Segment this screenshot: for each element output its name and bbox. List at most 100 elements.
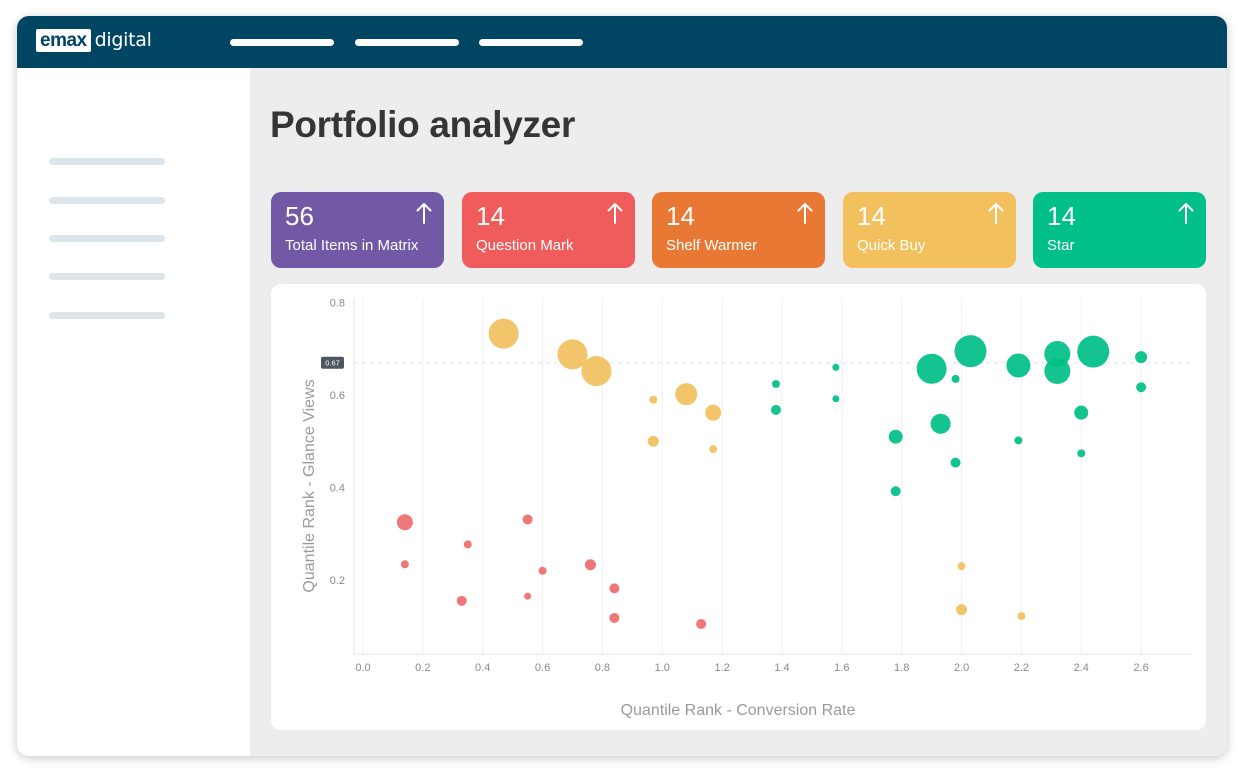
page-title: Portfolio analyzer — [270, 104, 576, 145]
card-label: Total Items in Matrix — [285, 237, 419, 254]
data-point — [647, 435, 659, 447]
data-point — [888, 429, 903, 444]
card-label: Question Mark — [476, 237, 574, 254]
arrow-up-icon — [1178, 203, 1194, 224]
x-tick-label: 0.0 — [355, 662, 370, 674]
x-tick-label: 1.4 — [774, 662, 789, 674]
data-point — [1017, 612, 1026, 621]
nav-item-2[interactable] — [355, 39, 459, 46]
reference-badge — [321, 356, 344, 369]
app-window: emax digital Portfolio analyzer 56 Total… — [17, 16, 1227, 756]
x-tick-label: 1.6 — [834, 662, 849, 674]
data-point — [538, 566, 547, 575]
data-point — [770, 404, 781, 415]
arrow-up-icon — [607, 203, 623, 224]
data-point — [1077, 449, 1086, 458]
data-point — [916, 353, 947, 384]
x-tick-label: 0.8 — [595, 662, 610, 674]
data-point — [950, 457, 961, 468]
data-point — [581, 356, 612, 387]
card-label: Star — [1047, 237, 1075, 254]
nav-item-3[interactable] — [479, 39, 583, 46]
card-count: 56 — [285, 201, 314, 231]
sidebar — [17, 68, 250, 756]
x-axis-title: Quantile Rank - Conversion Rate — [621, 702, 856, 719]
data-point — [649, 395, 658, 404]
y-tick-label: 0.2 — [330, 575, 345, 587]
data-point — [1014, 436, 1023, 445]
data-point — [456, 595, 467, 606]
sidebar-item-1[interactable] — [49, 158, 165, 165]
nav-item-1[interactable] — [230, 39, 334, 46]
x-tick-label: 0.2 — [415, 662, 430, 674]
data-point — [584, 559, 596, 571]
data-point — [951, 374, 960, 383]
arrow-up-icon — [988, 203, 1004, 224]
data-point — [957, 562, 966, 571]
card-label: Shelf Warmer — [666, 237, 758, 254]
y-tick-label: 0.8 — [330, 298, 345, 310]
x-tick-label: 1.0 — [655, 662, 670, 674]
scatter-chart: 0.0 0.2 0.4 0.6 0.8 1.0 1.2 1.4 1.6 1.8 2.0 2.2 2.4 2… — [301, 298, 1192, 719]
data-point — [832, 395, 840, 403]
y-tick-label: 0.4 — [330, 483, 345, 495]
data-point — [1136, 382, 1147, 393]
y-axis-title: Quantile Rank - Glance Views — [301, 379, 318, 592]
logo-text: digital — [94, 29, 152, 51]
x-tick-label: 2.2 — [1014, 662, 1029, 674]
data-point — [524, 592, 532, 600]
card-star[interactable]: 14 Star — [1033, 192, 1206, 268]
reference-label: 0.67 — [325, 359, 340, 368]
data-point — [956, 604, 968, 616]
card-count: 14 — [857, 201, 886, 231]
data-point — [1074, 405, 1089, 420]
x-tick-label: 0.6 — [535, 662, 550, 674]
card-count: 14 — [476, 201, 505, 231]
x-tick-label: 0.4 — [475, 662, 490, 674]
sidebar-item-4[interactable] — [49, 273, 165, 280]
card-total-items[interactable]: 56 Total Items in Matrix — [271, 192, 444, 268]
data-point — [890, 486, 901, 497]
data-point — [1077, 335, 1110, 368]
data-point — [1006, 353, 1031, 378]
x-tick-label: 2.6 — [1133, 662, 1148, 674]
data-point — [696, 618, 707, 629]
data-point — [954, 335, 987, 368]
data-point — [557, 339, 588, 370]
sidebar-item-5[interactable] — [49, 312, 165, 319]
data-point — [705, 404, 722, 421]
data-point — [609, 612, 620, 623]
data-point — [709, 445, 718, 454]
card-count: 14 — [666, 201, 695, 231]
arrow-up-icon — [797, 203, 813, 224]
data-point — [488, 318, 519, 349]
data-point — [1135, 351, 1148, 364]
data-point — [609, 583, 620, 594]
sidebar-item-3[interactable] — [49, 235, 165, 242]
top-bar: emax digital — [17, 16, 1227, 68]
x-tick-label: 2.4 — [1074, 662, 1089, 674]
sidebar-item-2[interactable] — [49, 197, 165, 204]
data-point — [396, 514, 413, 531]
x-tick-label: 1.2 — [714, 662, 729, 674]
data-point — [675, 383, 698, 406]
data-point — [1044, 358, 1071, 385]
card-shelf-warmer[interactable]: 14 Shelf Warmer — [652, 192, 825, 268]
data-point — [522, 514, 533, 525]
card-quick-buy[interactable]: 14 Quick Buy — [843, 192, 1016, 268]
arrow-up-icon — [416, 203, 432, 224]
data-point — [463, 540, 472, 549]
data-point — [832, 363, 840, 371]
x-tick-label: 1.8 — [894, 662, 909, 674]
data-point — [400, 560, 409, 569]
chart-panel: 0.0 0.2 0.4 0.6 0.8 1.0 1.2 1.4 1.6 1.8 2.0 2.2 2.4 2… — [271, 284, 1206, 730]
card-count: 14 — [1047, 201, 1076, 231]
x-tick-label: 2.0 — [954, 662, 969, 674]
logo-mark: emax — [36, 28, 91, 52]
data-point — [930, 413, 951, 434]
card-label: Quick Buy — [857, 237, 926, 254]
card-question-mark[interactable]: 14 Question Mark — [462, 192, 635, 268]
y-tick-label: 0.6 — [330, 390, 345, 402]
brand-logo[interactable]: emax digital — [36, 27, 152, 53]
data-point — [771, 379, 780, 388]
